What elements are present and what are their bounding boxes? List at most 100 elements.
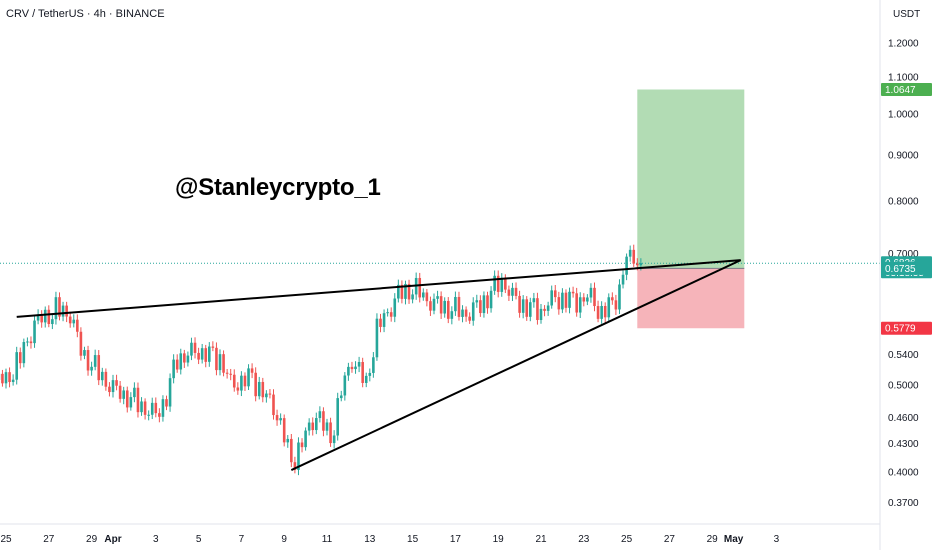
candle [429, 296, 432, 316]
candle-body [183, 353, 186, 363]
candle-body [197, 352, 200, 360]
candle [40, 310, 43, 328]
price-tick-label: 0.5000 [888, 380, 919, 391]
candle [165, 395, 168, 411]
candle [272, 389, 275, 420]
price-axis-currency[interactable]: USDT [893, 9, 921, 20]
time-tick-label: 5 [196, 534, 202, 545]
candle-body [275, 415, 279, 421]
candle [29, 336, 33, 349]
candle-body [450, 311, 454, 319]
candle [350, 361, 354, 373]
candle-body [422, 292, 425, 298]
candle-body [372, 357, 375, 373]
candle-body [557, 297, 561, 310]
candle-body [529, 302, 532, 317]
candle-body [482, 295, 486, 314]
candle-body [4, 372, 8, 384]
candle-body [411, 294, 414, 300]
candle-body [315, 418, 318, 431]
price-tick-label: 0.8000 [888, 197, 919, 208]
candle-body [90, 366, 93, 371]
candle [36, 309, 40, 325]
candle-body [154, 402, 158, 414]
target-zone [637, 89, 745, 269]
price-tag-value: 1.0647 [885, 85, 916, 96]
candle-body [290, 438, 293, 463]
candle [115, 374, 118, 391]
candle-body [571, 291, 575, 294]
candle-body [300, 442, 304, 448]
price-tick-label: 0.4000 [888, 468, 919, 479]
candle [190, 337, 193, 361]
candle [101, 367, 104, 386]
candle [104, 368, 108, 391]
candle-body [61, 305, 65, 317]
candle-body [550, 290, 553, 306]
candle-body [393, 298, 397, 317]
candle-body [161, 399, 165, 417]
candle-body [364, 375, 368, 383]
candle-body [65, 305, 68, 317]
candle [354, 361, 357, 374]
candles [0, 244, 643, 476]
candle-body [261, 381, 265, 398]
candle-body [432, 298, 436, 311]
candle-body [26, 341, 29, 343]
position-zones [637, 89, 745, 329]
candle-body [464, 309, 468, 317]
candle-body [129, 397, 133, 408]
candle [625, 253, 628, 281]
candle [621, 270, 625, 289]
candle [208, 342, 211, 367]
candle [379, 313, 382, 333]
candle-body [400, 284, 404, 299]
candle-body [268, 393, 272, 395]
time-tick-label: 17 [450, 534, 462, 545]
candle-body [15, 352, 18, 380]
candle [236, 382, 240, 395]
candle [215, 342, 218, 376]
candle [136, 382, 140, 418]
candle-body [532, 298, 536, 303]
candle [611, 292, 614, 305]
candle-body [446, 300, 450, 319]
candle [15, 346, 18, 385]
candle [111, 374, 115, 398]
candle [43, 306, 47, 328]
candle-body [625, 256, 628, 275]
candle-body [111, 380, 115, 393]
candle-body [586, 297, 589, 302]
candle-body [58, 297, 61, 317]
candle-body [250, 368, 254, 373]
chart-title: CRV / TetherUS · 4h · BINANCE [6, 8, 165, 20]
candle [154, 397, 158, 418]
candle [86, 345, 90, 376]
candle-body [361, 362, 364, 383]
candle [193, 337, 197, 359]
candle [339, 390, 343, 402]
candle-body [568, 291, 571, 308]
time-tick-label: 7 [239, 534, 245, 545]
time-tick-label: May [724, 534, 744, 545]
candle-body [454, 296, 457, 312]
candle [204, 344, 208, 368]
candle-body [225, 372, 229, 374]
candle-body [407, 283, 411, 300]
candle [286, 435, 290, 448]
candle-body [240, 375, 243, 391]
candle-body [11, 379, 15, 383]
candle-body [489, 290, 493, 309]
candle [450, 306, 454, 325]
candle [446, 297, 450, 324]
candle [243, 372, 247, 392]
candle-body [475, 300, 479, 303]
candle-body [190, 342, 193, 356]
time-tick-label: 25 [621, 534, 633, 545]
candle [125, 386, 129, 413]
candle [425, 289, 429, 307]
candle-body [172, 359, 175, 379]
candle [368, 368, 372, 382]
candle [500, 273, 504, 297]
